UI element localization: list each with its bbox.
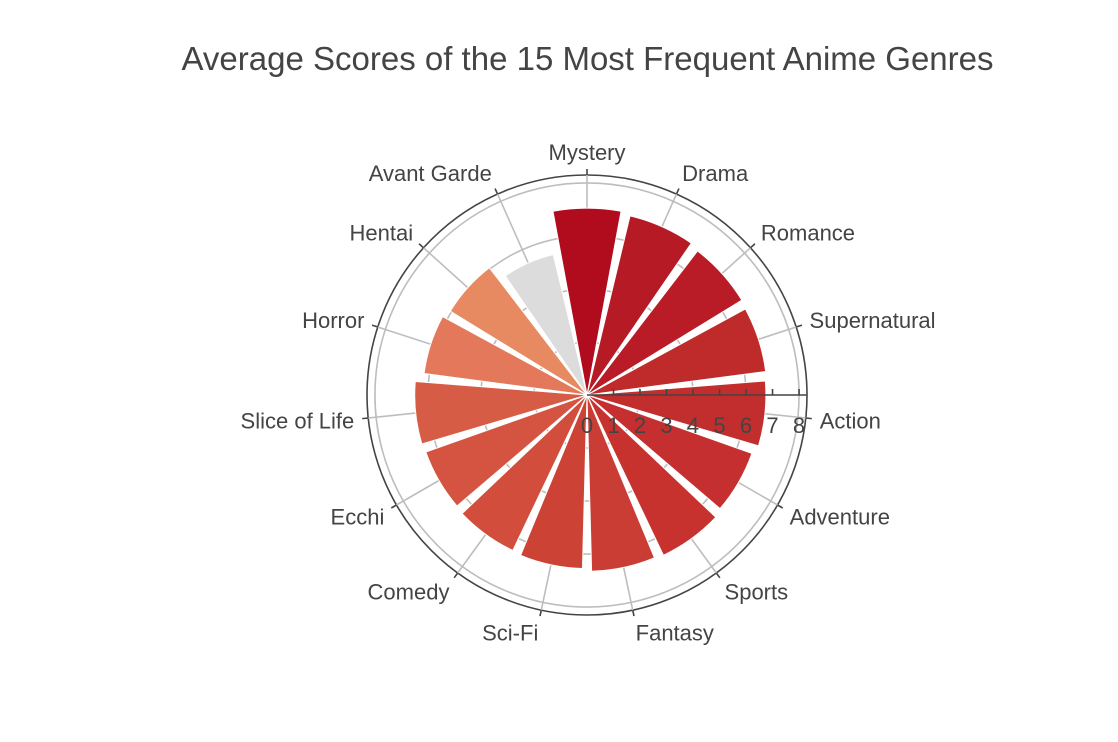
bar-adventure — [586, 394, 753, 510]
radial-tick-label: 8 — [793, 413, 805, 438]
angular-tick — [777, 504, 784, 509]
bar-romance — [586, 250, 743, 396]
bar-hentai — [449, 267, 588, 396]
category-label: Mystery — [549, 140, 626, 165]
angular-tick — [715, 572, 721, 579]
category-label: Drama — [682, 161, 749, 186]
bar-series — [414, 207, 767, 572]
bar-comedy — [461, 394, 588, 552]
radial-tick-label: 7 — [766, 413, 778, 438]
category-label: Comedy — [368, 580, 450, 605]
radial-tick-label: 6 — [740, 413, 752, 438]
category-label: Avant Garde — [369, 161, 492, 186]
angular-labels: Mystery Drama Romance Supernatural Action Adv… — [241, 140, 936, 646]
bar-mystery — [552, 207, 622, 396]
angular-tick — [453, 572, 459, 579]
angular-tick — [631, 610, 635, 617]
bar-sports — [586, 394, 717, 556]
angular-tick — [362, 417, 369, 420]
angular-tick — [539, 610, 543, 617]
category-label: Sci-Fi — [482, 621, 538, 646]
radial-tick-label: 1 — [607, 413, 619, 438]
radial-tick-label: 4 — [687, 413, 699, 438]
category-label: Hentai — [350, 220, 414, 245]
angular-tick — [675, 188, 680, 195]
bar-horror — [423, 315, 588, 396]
chart-title: Average Scores of the 15 Most Frequent A… — [181, 40, 994, 77]
bar-avant-garde — [504, 253, 588, 396]
category-label: Romance — [761, 220, 855, 245]
bar-fantasy — [586, 394, 656, 572]
category-label: Sports — [725, 580, 789, 605]
category-label: Supernatural — [810, 308, 936, 333]
category-label: Action — [820, 408, 881, 433]
bar-drama — [586, 215, 693, 396]
bar-action — [586, 380, 767, 447]
angular-tick — [795, 324, 803, 328]
angular-tick — [418, 243, 425, 249]
category-label: Ecchi — [331, 505, 385, 530]
bar-ecchi — [425, 394, 588, 507]
angular-tick — [390, 504, 397, 509]
radial-tick-label: 3 — [660, 413, 672, 438]
angular-tick — [371, 324, 379, 328]
radial-tick-label: 2 — [634, 413, 646, 438]
category-label: Horror — [302, 308, 364, 333]
angular-tick — [805, 417, 812, 420]
radial-tick-label: 5 — [713, 413, 725, 438]
angular-tick — [749, 243, 756, 249]
radial-tick-label: 0 — [581, 413, 593, 438]
angular-tick — [494, 188, 499, 195]
bar-slice-of-life — [414, 380, 588, 445]
category-label: Fantasy — [636, 621, 714, 646]
bar-sci-fi — [519, 394, 588, 570]
category-label: Slice of Life — [241, 408, 355, 433]
bar-supernatural — [586, 308, 767, 396]
category-label: Adventure — [790, 505, 890, 530]
